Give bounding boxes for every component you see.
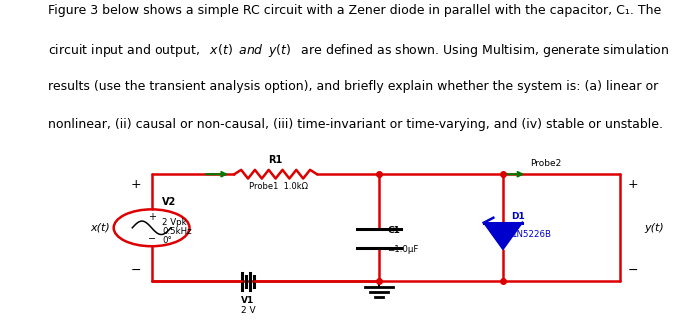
Text: −: − [147,234,156,244]
Text: D1: D1 [511,212,525,221]
Text: +: + [627,179,638,191]
Text: Figure 3 below shows a simple RC circuit with a Zener diode in parallel with the: Figure 3 below shows a simple RC circuit… [48,4,661,17]
Text: −: − [131,264,142,277]
Text: =1.0μF: =1.0μF [387,245,419,254]
Text: −: − [627,264,638,277]
Text: Probe2: Probe2 [531,159,562,168]
Text: 2 Vpk: 2 Vpk [162,218,187,227]
Text: 0°: 0° [162,237,172,245]
Text: R1: R1 [269,155,282,165]
Text: +: + [147,212,156,222]
Text: 0.5kHz: 0.5kHz [162,227,192,236]
Text: Probe1  1.0kΩ: Probe1 1.0kΩ [249,182,309,191]
Text: +: + [131,179,142,191]
Text: results (use the transient analysis option), and briefly explain whether the sys: results (use the transient analysis opti… [48,80,659,93]
Text: y(t): y(t) [645,223,664,233]
Text: nonlinear, (ii) causal or non-causal, (iii) time-invariant or time-varying, and : nonlinear, (ii) causal or non-causal, (i… [48,118,664,131]
Text: C1: C1 [387,226,400,235]
Text: V1: V1 [241,296,255,306]
Polygon shape [484,223,522,250]
Text: circuit input and output,   $x(t)$  $and$  $y(t)$   are defined as shown. Using : circuit input and output, $x(t)$ $and$ $… [48,42,669,59]
Text: 1N5226B: 1N5226B [511,230,551,239]
Text: V2: V2 [162,197,176,207]
Text: 2 V: 2 V [240,306,256,315]
Text: x(t): x(t) [90,223,110,233]
